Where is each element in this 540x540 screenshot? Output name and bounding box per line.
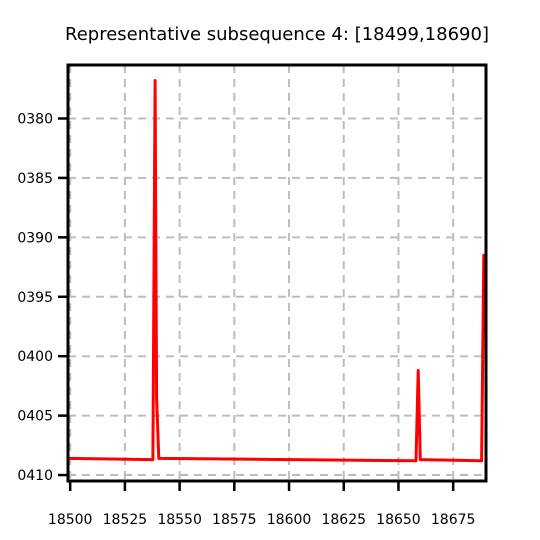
- x-tick-label: 18675: [431, 512, 476, 528]
- y-tick-label: 0410: [17, 468, 53, 484]
- y-tick-label: 0380: [17, 111, 53, 127]
- chart-title: Representative subsequence 4: [18499,186…: [65, 24, 489, 45]
- y-tick-label: 0385: [17, 171, 53, 187]
- x-tick-label: 18575: [212, 512, 257, 528]
- series-line: [67, 79, 486, 463]
- grid: [68, 65, 486, 481]
- x-tick-label: 18500: [48, 512, 93, 528]
- y-tick-label: 0395: [17, 290, 53, 306]
- x-tick-label: 18625: [321, 512, 366, 528]
- x-tick-label: 18600: [267, 512, 312, 528]
- series-layer: [67, 79, 486, 463]
- x-tick-label: 18550: [157, 512, 202, 528]
- x-tick-label: 18650: [376, 512, 421, 528]
- x-tick-label: 18525: [103, 512, 148, 528]
- y-tick-label: 0390: [17, 230, 53, 246]
- y-tick-label: 0400: [17, 349, 53, 365]
- plot-frame: [66, 63, 488, 483]
- axis-ticks: 18500 18525 18550 18575 18600 18625 18650 18675…: [17, 111, 475, 528]
- y-tick-label: 0405: [17, 409, 53, 425]
